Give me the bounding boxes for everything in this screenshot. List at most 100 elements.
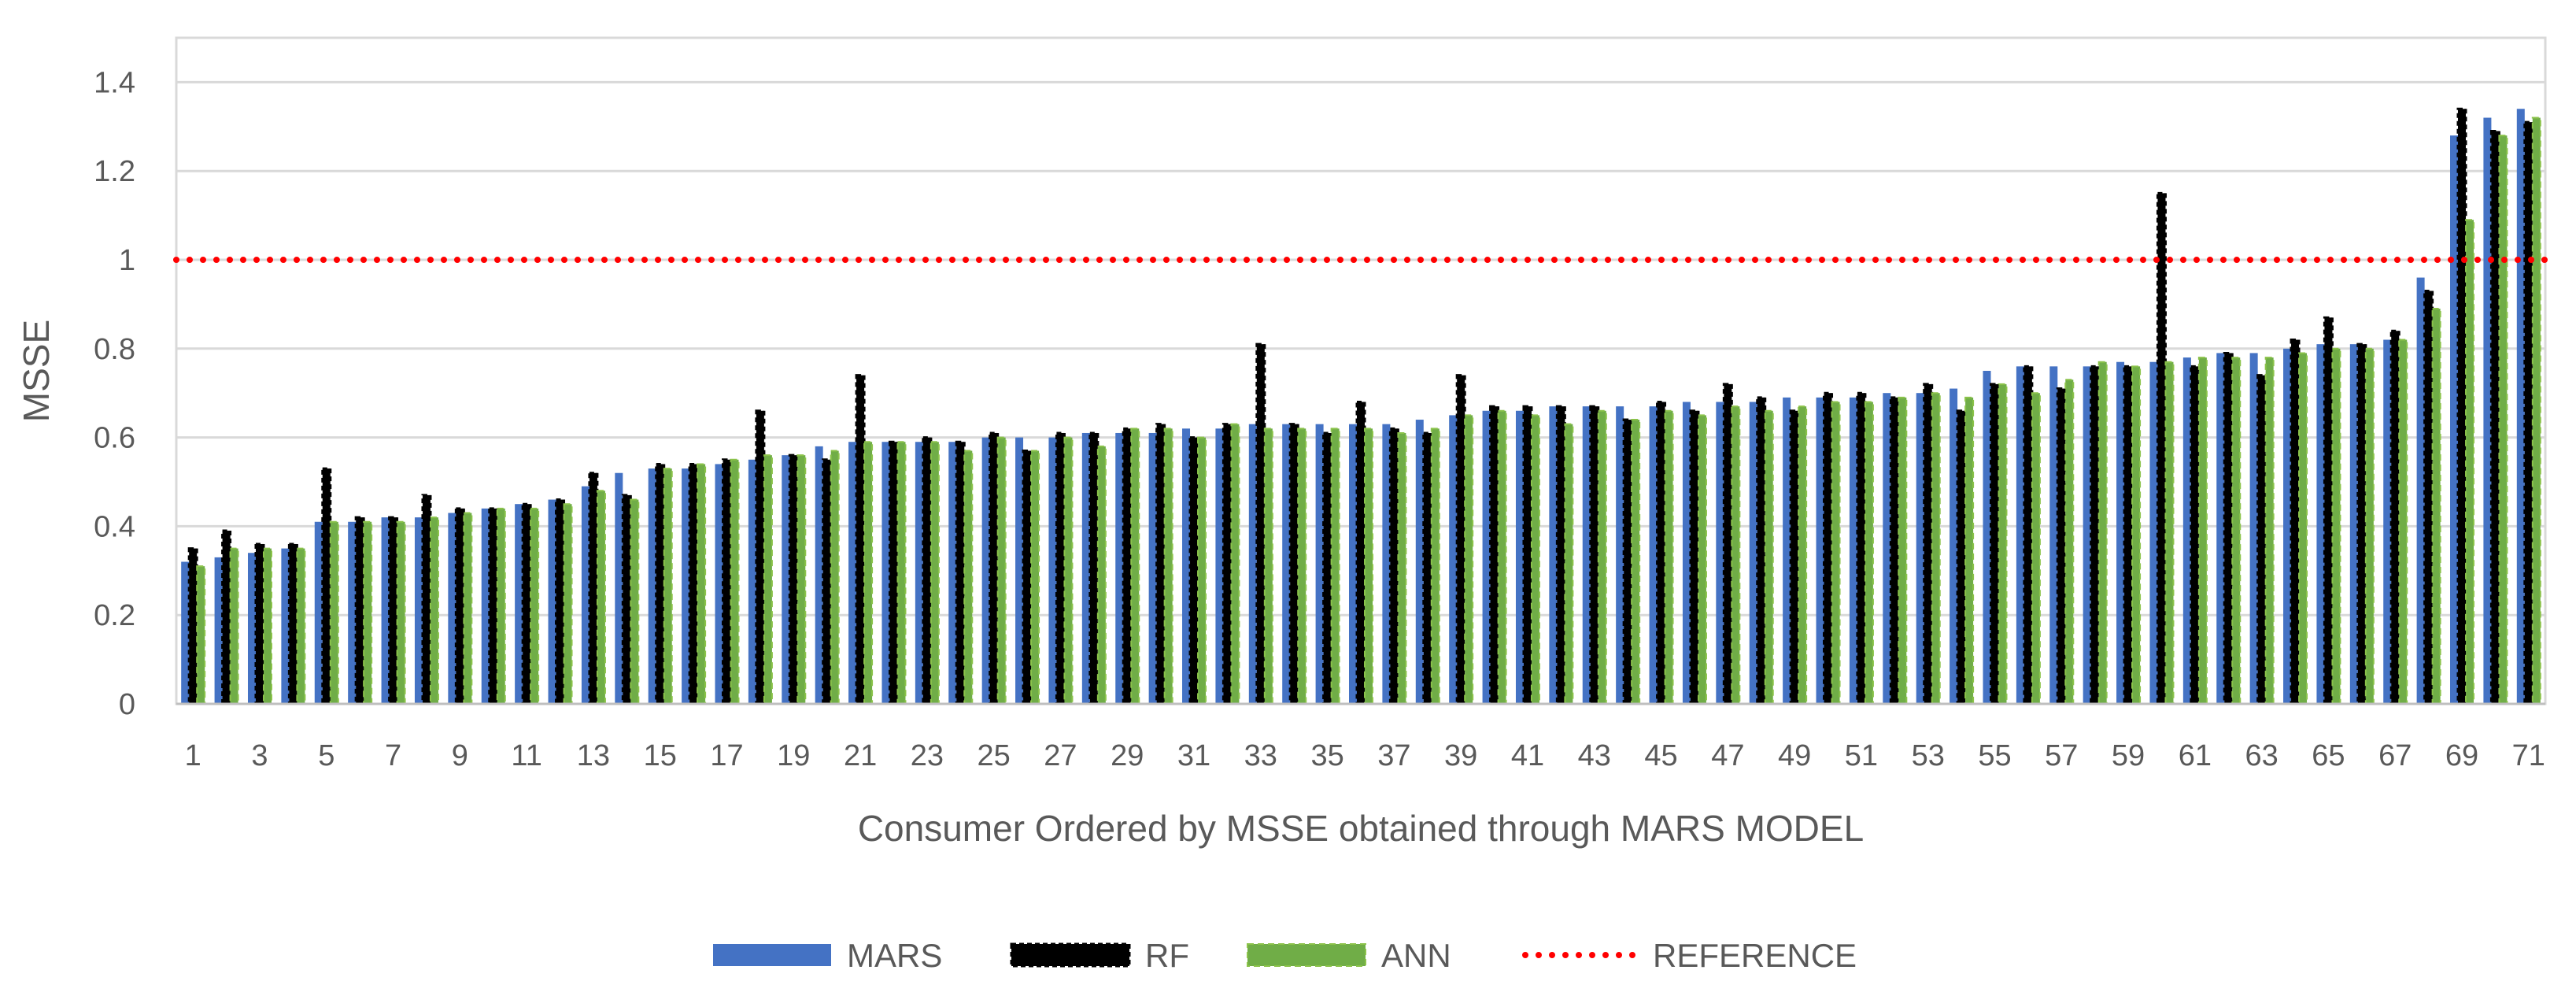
bar-ann bbox=[1030, 450, 1040, 705]
bar-mars bbox=[2049, 366, 2058, 704]
bar-mars bbox=[2116, 361, 2125, 704]
bar-rf bbox=[1923, 383, 1934, 705]
x-tick-label: 47 bbox=[1711, 739, 1744, 772]
bar-rf bbox=[1956, 409, 1967, 705]
bar-ann bbox=[2264, 357, 2275, 705]
legend-item-ann: ANN bbox=[1247, 937, 1451, 974]
bar-ann bbox=[1697, 414, 1707, 705]
bar-rf bbox=[1589, 405, 1600, 705]
bar-mars bbox=[2016, 366, 2024, 704]
bar-mars bbox=[1983, 371, 1991, 704]
bar-mars bbox=[1616, 406, 1624, 704]
bar-rf bbox=[688, 462, 699, 705]
bar-rf bbox=[2323, 316, 2334, 705]
bar-rf bbox=[1555, 405, 1566, 705]
bar-ann bbox=[563, 503, 573, 705]
bar-ann bbox=[1731, 405, 1741, 705]
bar-ann bbox=[1597, 409, 1607, 705]
bar-rf bbox=[321, 467, 332, 705]
x-tick-label: 51 bbox=[1845, 739, 1878, 772]
bar-ann bbox=[763, 454, 773, 705]
bar-ann bbox=[1230, 423, 1240, 705]
bar-ann bbox=[429, 516, 439, 705]
bar-ann bbox=[663, 468, 673, 705]
y-axis-ticks: 0 0.2 0.4 0.6 0.8 1 1.2 1.4 bbox=[94, 66, 135, 721]
bar-ann bbox=[296, 547, 306, 705]
bar-rf bbox=[2256, 374, 2267, 705]
x-tick-label: 23 bbox=[911, 739, 944, 772]
bar-mars bbox=[1716, 402, 1724, 704]
bar-rf bbox=[655, 462, 666, 705]
bar-rf bbox=[588, 472, 599, 705]
y-tick-label: 0.2 bbox=[94, 599, 135, 632]
bar-ann bbox=[1464, 414, 1474, 705]
bar-rf bbox=[2489, 129, 2500, 705]
bar-rf bbox=[1255, 342, 1266, 705]
bar-mars bbox=[281, 548, 290, 704]
bar-rf bbox=[221, 529, 232, 705]
bar-ann bbox=[396, 520, 406, 705]
bar-mars bbox=[481, 508, 490, 704]
legend-swatch-mars bbox=[713, 944, 831, 966]
bar-ann bbox=[530, 507, 540, 705]
bar-ann bbox=[830, 450, 840, 705]
bar-mars bbox=[515, 504, 523, 704]
bar-rf bbox=[1989, 383, 2000, 705]
bar-ann bbox=[2498, 135, 2508, 705]
x-tick-label: 21 bbox=[844, 739, 877, 772]
y-axis-title: MSSE bbox=[16, 320, 57, 422]
bar-ann bbox=[2197, 357, 2208, 705]
y-tick-label: 0 bbox=[119, 688, 135, 721]
bar-ann bbox=[2331, 347, 2341, 705]
bar-mars bbox=[1950, 388, 1958, 704]
bar-mars bbox=[848, 442, 857, 704]
bar-rf bbox=[922, 436, 933, 705]
bar-ann bbox=[1530, 414, 1540, 705]
bar-ann bbox=[496, 507, 506, 705]
bar-rf bbox=[254, 542, 265, 705]
legend-item-mars: MARS bbox=[713, 937, 942, 974]
bar-rf bbox=[2356, 342, 2367, 705]
bar-rf bbox=[1656, 400, 1667, 705]
y-tick-label: 0.4 bbox=[94, 510, 135, 543]
x-tick-label: 11 bbox=[511, 739, 541, 772]
bar-rf bbox=[1355, 400, 1366, 705]
bar-mars bbox=[247, 553, 256, 704]
y-tick-label: 1.2 bbox=[94, 155, 135, 188]
bar-rf bbox=[1789, 409, 1800, 705]
legend-swatch-ann bbox=[1247, 943, 1366, 967]
bar-mars bbox=[348, 521, 357, 704]
bar-rf bbox=[2056, 387, 2067, 705]
bar-mars bbox=[815, 446, 823, 704]
series-mars bbox=[181, 109, 2525, 705]
bar-ann bbox=[1130, 428, 1140, 705]
bar-mars bbox=[1849, 397, 1857, 704]
bar-mars bbox=[581, 486, 589, 704]
bar-mars bbox=[1649, 406, 1658, 704]
bar-ann bbox=[1764, 409, 1774, 705]
bar-rf bbox=[1188, 436, 1199, 705]
x-axis-ticks: 1 3 5 7 9 11 13 15 17 19 21 23 25 27 29 31 33 35 37 39 41 43 4… bbox=[185, 739, 2545, 772]
bar-ann bbox=[363, 520, 373, 705]
bar-rf bbox=[521, 502, 532, 705]
bar-mars bbox=[1449, 415, 1458, 704]
bar-rf bbox=[1122, 427, 1133, 705]
bar-rf bbox=[2290, 339, 2301, 705]
legend-item-rf: RF bbox=[1010, 937, 1189, 974]
bar-rf bbox=[2456, 107, 2467, 705]
bar-rf bbox=[755, 409, 766, 705]
bar-ann bbox=[1497, 409, 1507, 705]
bar-mars bbox=[1916, 393, 1924, 704]
bar-rf bbox=[2223, 351, 2234, 705]
bar-mars bbox=[1749, 402, 1757, 704]
bar-rf bbox=[2123, 365, 2134, 705]
bar-rf bbox=[1622, 418, 1633, 705]
bar-rf bbox=[2090, 365, 2101, 705]
bar-mars bbox=[2182, 357, 2191, 704]
bar-rf bbox=[2389, 329, 2400, 705]
bar-ann bbox=[1263, 428, 1273, 705]
bar-rf bbox=[1689, 409, 1700, 705]
bar-ann bbox=[463, 512, 473, 705]
bar-ann bbox=[1364, 428, 1373, 705]
